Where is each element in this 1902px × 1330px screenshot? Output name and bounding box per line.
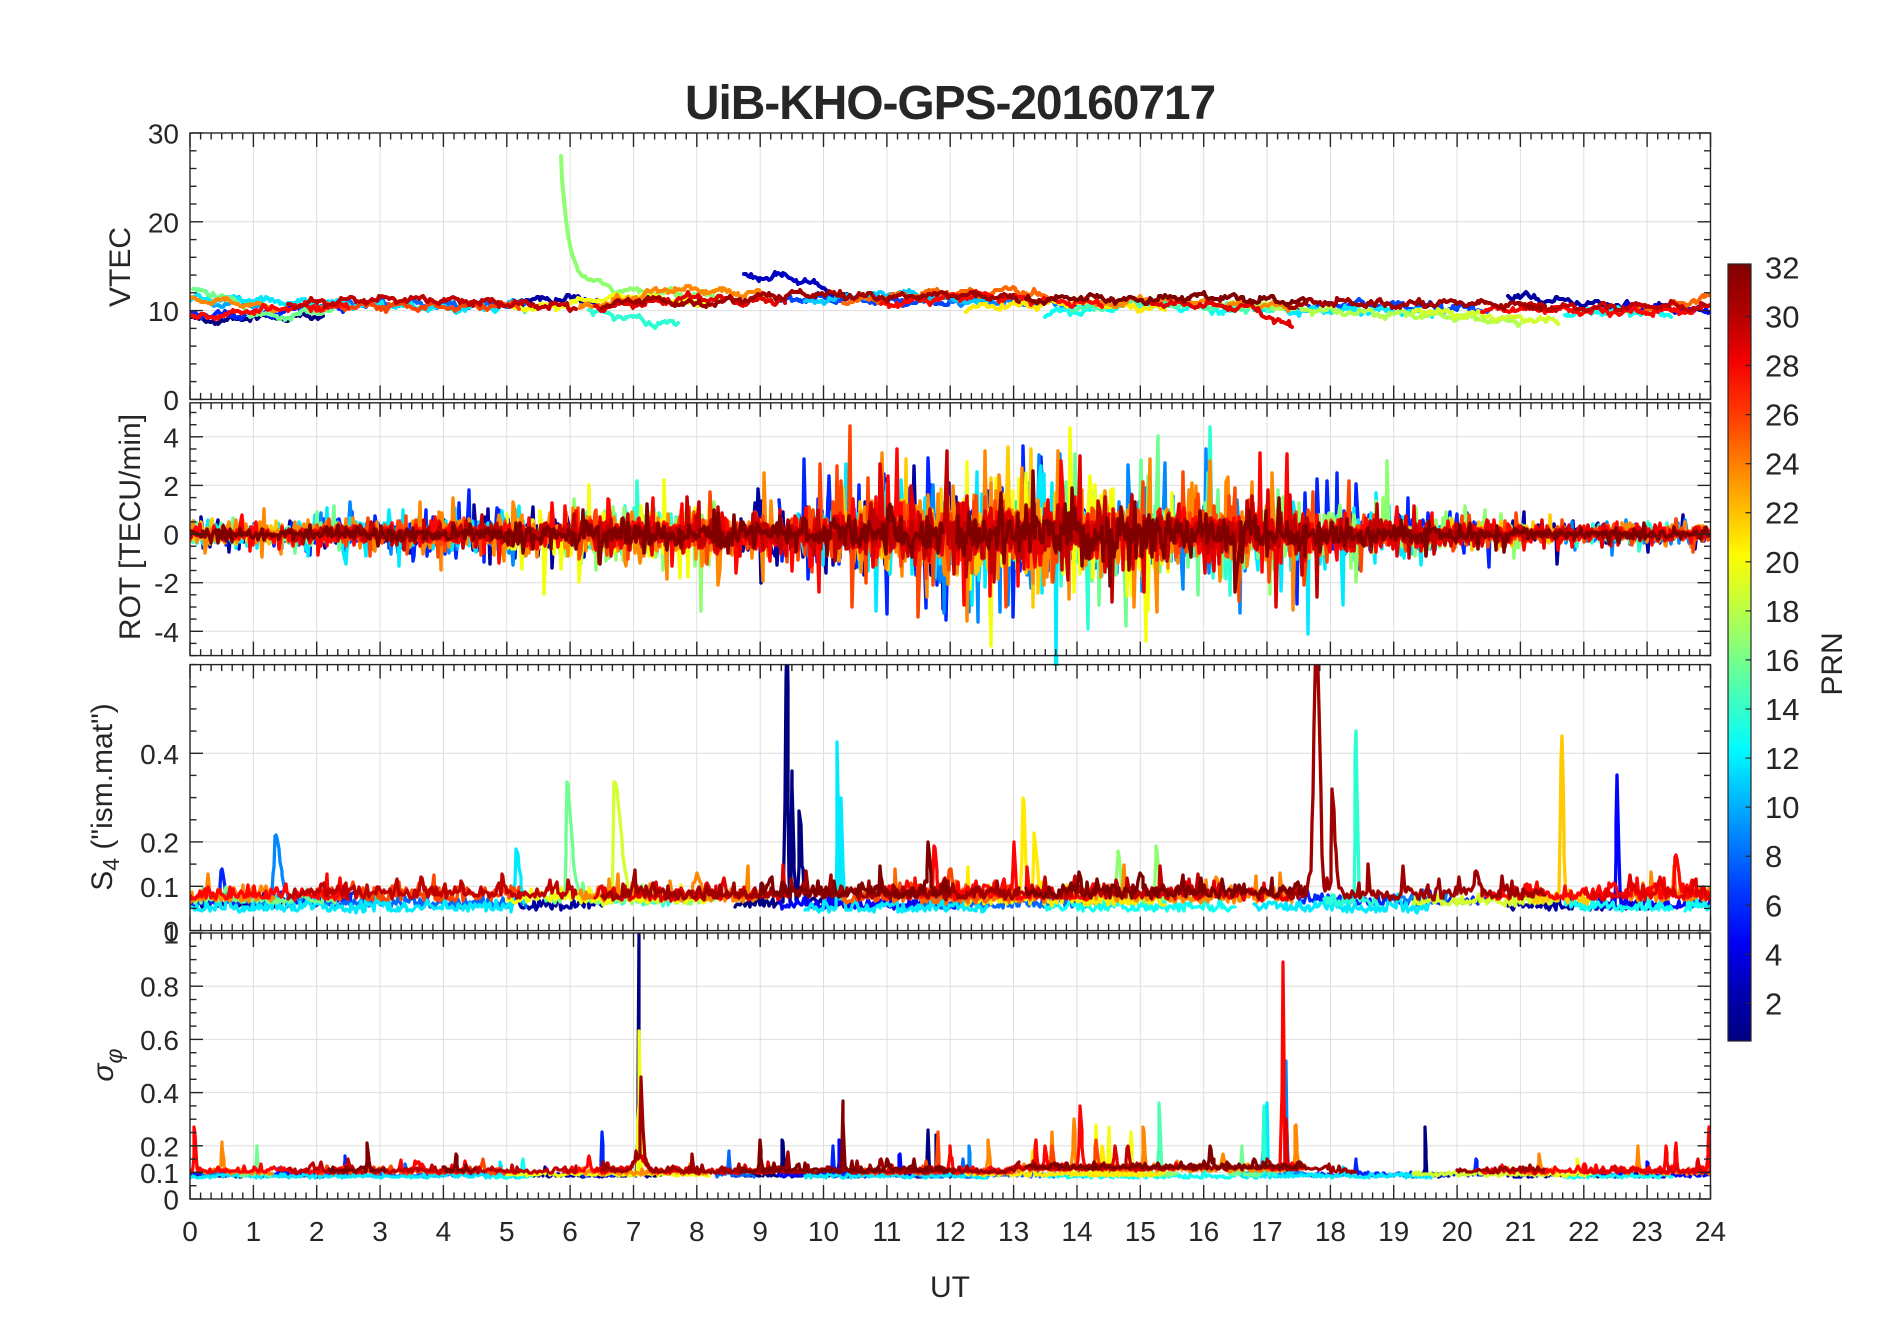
svg-text:0: 0 [182,1216,198,1247]
svg-text:21: 21 [1505,1216,1536,1247]
svg-text:18: 18 [1765,594,1799,629]
svg-text:14: 14 [1765,692,1799,727]
svg-text:9: 9 [752,1216,768,1247]
svg-text:11: 11 [872,1216,901,1247]
svg-text:22: 22 [1568,1216,1599,1247]
svg-text:23: 23 [1632,1216,1663,1247]
svg-text:28: 28 [1765,349,1799,384]
svg-text:0: 0 [163,520,179,551]
svg-text:20: 20 [148,207,179,238]
svg-text:-4: -4 [154,617,179,648]
svg-text:0: 0 [163,1185,179,1216]
svg-text:7: 7 [626,1216,642,1247]
svg-text:0.2: 0.2 [140,1131,179,1162]
svg-text:1: 1 [246,1216,262,1247]
svg-text:16: 16 [1765,643,1799,678]
svg-text:20: 20 [1765,545,1799,580]
svg-text:4: 4 [163,422,179,453]
svg-text:3: 3 [372,1216,388,1247]
svg-text:PRN: PRN [1816,632,1849,695]
svg-text:15: 15 [1125,1216,1156,1247]
svg-text:2: 2 [1765,986,1782,1021]
svg-text:2: 2 [163,471,179,502]
svg-text:14: 14 [1061,1216,1092,1247]
svg-text:0.8: 0.8 [140,972,179,1003]
svg-text:1: 1 [163,919,179,950]
svg-text:18: 18 [1315,1216,1346,1247]
svg-text:12: 12 [935,1216,966,1247]
svg-text:20: 20 [1442,1216,1473,1247]
svg-text:VTEC: VTEC [104,227,137,307]
svg-text:26: 26 [1765,398,1799,433]
svg-text:0.6: 0.6 [140,1025,179,1056]
svg-text:8: 8 [1765,839,1782,874]
svg-text:32: 32 [1765,250,1799,285]
svg-text:22: 22 [1765,496,1799,531]
svg-text:19: 19 [1378,1216,1409,1247]
svg-text:0.4: 0.4 [140,1078,179,1109]
svg-text:-2: -2 [154,568,179,599]
svg-text:5: 5 [499,1216,515,1247]
svg-text:10: 10 [148,296,179,327]
svg-text:0.1: 0.1 [140,872,179,903]
svg-text:24: 24 [1765,447,1799,482]
svg-text:0.2: 0.2 [140,827,179,858]
svg-text:0.1: 0.1 [140,1158,179,1189]
svg-text:16: 16 [1188,1216,1219,1247]
svg-text:30: 30 [1765,300,1799,335]
svg-text:0: 0 [163,916,179,947]
svg-text:12: 12 [1765,741,1799,776]
svg-text:8: 8 [689,1216,705,1247]
svg-text:24: 24 [1695,1216,1726,1247]
svg-text:30: 30 [148,119,179,150]
svg-text:2: 2 [309,1216,325,1247]
svg-text:UiB-KHO-GPS-20160717: UiB-KHO-GPS-20160717 [685,77,1215,130]
svg-text:17: 17 [1251,1216,1282,1247]
svg-text:S4 ("ism.mat"): S4 ("ism.mat") [86,703,124,890]
svg-text:0: 0 [163,385,179,416]
svg-text:10: 10 [1765,790,1799,825]
svg-text:4: 4 [436,1216,452,1247]
svg-text:6: 6 [1765,888,1782,923]
svg-text:UT: UT [930,1271,970,1304]
svg-text:10: 10 [808,1216,839,1247]
svg-text:4: 4 [1765,937,1782,972]
svg-text:6: 6 [562,1216,578,1247]
svg-text:13: 13 [998,1216,1029,1247]
svg-text:ROT [TECU/min]: ROT [TECU/min] [114,414,147,640]
svg-text:0.4: 0.4 [140,739,179,770]
